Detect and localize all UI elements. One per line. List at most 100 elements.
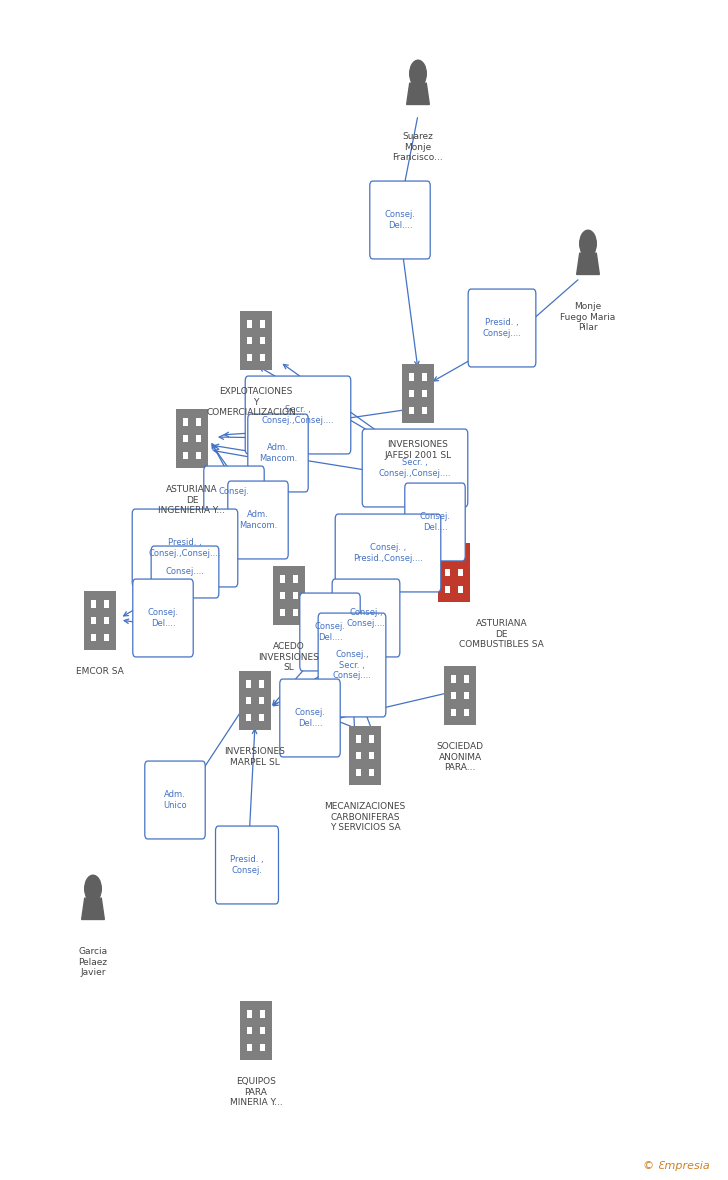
Text: Secr. ,
Consej.,Consej....: Secr. , Consej.,Consej.... <box>379 458 451 478</box>
FancyBboxPatch shape <box>240 310 272 369</box>
FancyBboxPatch shape <box>293 609 298 616</box>
FancyBboxPatch shape <box>247 1010 253 1017</box>
Circle shape <box>579 230 596 257</box>
FancyBboxPatch shape <box>368 769 374 776</box>
Text: Secr. ,
Consej.,Consej....: Secr. , Consej.,Consej.... <box>262 405 334 425</box>
FancyBboxPatch shape <box>445 586 451 594</box>
Text: MECANIZACIONES
CARBONIFERAS
Y SERVICIOS SA: MECANIZACIONES CARBONIFERAS Y SERVICIOS … <box>325 802 405 832</box>
FancyBboxPatch shape <box>363 430 468 507</box>
Text: Monje
Fuego Maria
Pilar: Monje Fuego Maria Pilar <box>561 302 616 332</box>
FancyBboxPatch shape <box>445 552 451 559</box>
FancyBboxPatch shape <box>457 586 463 594</box>
Text: Consej.
Del....: Consej. Del.... <box>148 609 178 628</box>
FancyBboxPatch shape <box>84 590 116 649</box>
FancyBboxPatch shape <box>402 363 434 422</box>
FancyBboxPatch shape <box>280 609 285 616</box>
Text: Consej....: Consej.... <box>165 568 205 577</box>
FancyBboxPatch shape <box>273 565 305 624</box>
FancyBboxPatch shape <box>258 714 264 721</box>
FancyBboxPatch shape <box>332 579 400 657</box>
FancyBboxPatch shape <box>247 337 253 345</box>
FancyBboxPatch shape <box>356 753 362 760</box>
FancyBboxPatch shape <box>300 594 360 671</box>
Text: Presid. ,
Consej.: Presid. , Consej. <box>230 856 264 874</box>
FancyBboxPatch shape <box>215 826 279 904</box>
Text: Adm.
Mancom.: Adm. Mancom. <box>239 510 277 530</box>
FancyBboxPatch shape <box>356 769 362 776</box>
FancyBboxPatch shape <box>457 569 463 576</box>
FancyBboxPatch shape <box>451 675 456 682</box>
Text: EMCOR SA: EMCOR SA <box>76 667 124 676</box>
FancyBboxPatch shape <box>183 452 189 459</box>
Circle shape <box>410 60 427 87</box>
Text: Consej. ,
Presid.,Consej....: Consej. , Presid.,Consej.... <box>353 543 423 563</box>
FancyBboxPatch shape <box>259 337 265 345</box>
Text: ACEDO
INVERSIONES
SL: ACEDO INVERSIONES SL <box>258 642 320 671</box>
FancyBboxPatch shape <box>248 414 308 492</box>
Text: Presid. ,
Consej....: Presid. , Consej.... <box>483 319 521 337</box>
Polygon shape <box>577 254 599 275</box>
Text: INVERSIONES
JAFESI 2001 SL: INVERSIONES JAFESI 2001 SL <box>384 440 451 459</box>
FancyBboxPatch shape <box>408 373 414 381</box>
FancyBboxPatch shape <box>247 354 253 361</box>
FancyBboxPatch shape <box>468 289 536 367</box>
Text: EXPLOTACIONES
Y
COMERCIALIZACION...: EXPLOTACIONES Y COMERCIALIZACION... <box>207 387 305 417</box>
FancyBboxPatch shape <box>422 373 427 381</box>
FancyBboxPatch shape <box>91 634 97 641</box>
Text: Adm.
Unico: Adm. Unico <box>163 791 187 809</box>
FancyBboxPatch shape <box>91 617 97 624</box>
FancyBboxPatch shape <box>422 391 427 398</box>
FancyBboxPatch shape <box>246 697 251 704</box>
FancyBboxPatch shape <box>183 435 189 442</box>
FancyBboxPatch shape <box>445 569 451 576</box>
FancyBboxPatch shape <box>103 634 109 641</box>
FancyBboxPatch shape <box>464 675 470 682</box>
FancyBboxPatch shape <box>259 1044 265 1051</box>
FancyBboxPatch shape <box>240 1001 272 1060</box>
FancyBboxPatch shape <box>293 576 298 583</box>
FancyBboxPatch shape <box>405 483 465 560</box>
FancyBboxPatch shape <box>259 1028 265 1035</box>
FancyBboxPatch shape <box>438 543 470 602</box>
Circle shape <box>84 876 101 903</box>
Text: SOCIEDAD
ANONIMA
PARA...: SOCIEDAD ANONIMA PARA... <box>437 742 483 772</box>
Text: Consej.
Del....: Consej. Del.... <box>295 708 325 728</box>
FancyBboxPatch shape <box>318 614 386 717</box>
FancyBboxPatch shape <box>132 579 193 657</box>
FancyBboxPatch shape <box>457 552 463 559</box>
Text: EQUIPOS
PARA
MINERIA Y...: EQUIPOS PARA MINERIA Y... <box>229 1077 282 1107</box>
Text: Consej.,
Consej....: Consej., Consej.... <box>347 609 385 628</box>
FancyBboxPatch shape <box>349 726 381 785</box>
Text: INVERSIONES
MARPEL SL: INVERSIONES MARPEL SL <box>224 747 285 767</box>
Text: ASTURIANA
DE
INGENIERIA Y...: ASTURIANA DE INGENIERIA Y... <box>159 485 226 514</box>
FancyBboxPatch shape <box>151 546 219 598</box>
Text: Presid. ,
Consej.,Consej....: Presid. , Consej.,Consej.... <box>149 538 221 558</box>
FancyBboxPatch shape <box>368 753 374 760</box>
FancyBboxPatch shape <box>259 1010 265 1017</box>
FancyBboxPatch shape <box>247 321 253 328</box>
Text: Consej.,
Secr. ,
Consej....: Consej., Secr. , Consej.... <box>333 650 371 680</box>
FancyBboxPatch shape <box>183 419 189 426</box>
Text: ASTURIANA
DE
COMBUSTIBLES SA: ASTURIANA DE COMBUSTIBLES SA <box>459 620 544 649</box>
FancyBboxPatch shape <box>280 576 285 583</box>
FancyBboxPatch shape <box>422 407 427 414</box>
Text: Garcia
Pelaez
Javier: Garcia Pelaez Javier <box>79 948 108 977</box>
Polygon shape <box>82 898 104 919</box>
Text: © Ɛmpresia: © Ɛmpresia <box>643 1161 710 1171</box>
FancyBboxPatch shape <box>247 1028 253 1035</box>
FancyBboxPatch shape <box>280 678 340 756</box>
Text: Suarez
Monje
Francisco...: Suarez Monje Francisco... <box>392 132 443 162</box>
FancyBboxPatch shape <box>245 376 351 454</box>
FancyBboxPatch shape <box>246 714 251 721</box>
FancyBboxPatch shape <box>293 592 298 599</box>
FancyBboxPatch shape <box>145 761 205 839</box>
FancyBboxPatch shape <box>444 666 476 725</box>
FancyBboxPatch shape <box>258 697 264 704</box>
FancyBboxPatch shape <box>451 709 456 716</box>
FancyBboxPatch shape <box>335 514 440 592</box>
Text: Consej.
Del....: Consej. Del.... <box>314 622 346 642</box>
FancyBboxPatch shape <box>247 1044 253 1051</box>
FancyBboxPatch shape <box>408 407 414 414</box>
FancyBboxPatch shape <box>132 509 238 586</box>
FancyBboxPatch shape <box>370 181 430 258</box>
